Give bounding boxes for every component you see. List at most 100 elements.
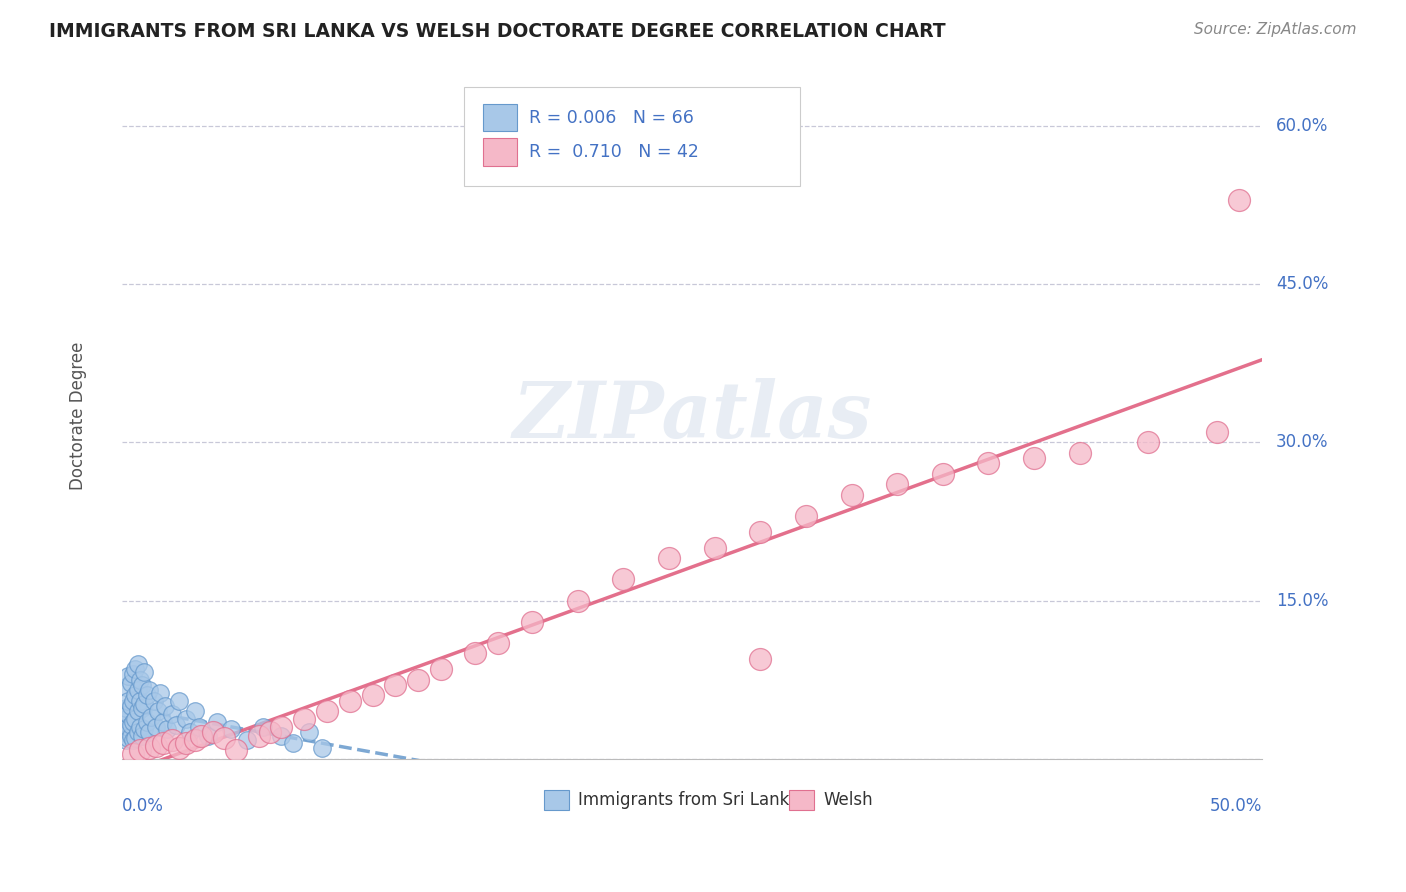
Point <box>201 725 224 739</box>
Text: 15.0%: 15.0% <box>1275 591 1329 609</box>
Point <box>152 736 174 750</box>
Point <box>124 662 146 676</box>
Point <box>122 714 145 729</box>
Point <box>316 704 339 718</box>
Text: R = 0.006   N = 66: R = 0.006 N = 66 <box>529 109 693 127</box>
Point <box>270 729 292 743</box>
Point <box>522 615 544 629</box>
Point <box>384 678 406 692</box>
Point <box>298 725 321 739</box>
Point <box>160 707 183 722</box>
Point <box>117 731 139 745</box>
Point <box>152 714 174 729</box>
Point <box>252 720 274 734</box>
Point <box>120 675 142 690</box>
Point <box>247 729 270 743</box>
Point <box>567 593 589 607</box>
Point <box>127 657 149 671</box>
Point <box>174 736 197 750</box>
Text: 30.0%: 30.0% <box>1275 434 1329 451</box>
Point <box>122 694 145 708</box>
Point <box>977 456 1000 470</box>
Point <box>131 729 153 743</box>
Point <box>160 732 183 747</box>
Point <box>183 704 205 718</box>
Point <box>142 694 165 708</box>
Point <box>145 720 167 734</box>
FancyBboxPatch shape <box>484 138 517 166</box>
Point <box>131 678 153 692</box>
FancyBboxPatch shape <box>789 789 814 810</box>
Point <box>167 741 190 756</box>
Text: Source: ZipAtlas.com: Source: ZipAtlas.com <box>1194 22 1357 37</box>
Point <box>259 725 281 739</box>
Point <box>658 551 681 566</box>
Point <box>122 667 145 681</box>
Point <box>236 732 259 747</box>
FancyBboxPatch shape <box>464 87 800 186</box>
Point <box>120 729 142 743</box>
Point <box>127 683 149 698</box>
Point <box>932 467 955 481</box>
Text: 50.0%: 50.0% <box>1209 797 1263 814</box>
Point <box>188 720 211 734</box>
Point <box>138 741 160 756</box>
Point <box>174 712 197 726</box>
Point <box>124 731 146 745</box>
Point <box>128 743 150 757</box>
Text: IMMIGRANTS FROM SRI LANKA VS WELSH DOCTORATE DEGREE CORRELATION CHART: IMMIGRANTS FROM SRI LANKA VS WELSH DOCTO… <box>49 22 946 41</box>
Point <box>124 689 146 703</box>
Point <box>115 723 138 737</box>
Point <box>430 662 453 676</box>
Point <box>134 697 156 711</box>
Point <box>115 732 138 747</box>
Point <box>612 573 634 587</box>
Point <box>134 723 156 737</box>
Point <box>183 732 205 747</box>
Point <box>167 694 190 708</box>
Point <box>124 712 146 726</box>
Text: 60.0%: 60.0% <box>1275 117 1329 135</box>
Point <box>703 541 725 555</box>
Point <box>1069 446 1091 460</box>
Point <box>117 669 139 683</box>
Point <box>197 729 219 743</box>
Point <box>339 694 361 708</box>
Point <box>406 673 429 687</box>
Point <box>1137 435 1160 450</box>
Text: R =  0.710   N = 42: R = 0.710 N = 42 <box>529 143 699 161</box>
Point <box>219 723 242 737</box>
Point <box>138 683 160 698</box>
Point <box>311 741 333 756</box>
Point <box>127 704 149 718</box>
Point <box>225 743 247 757</box>
Point <box>207 714 229 729</box>
Point <box>749 524 772 539</box>
Point <box>134 665 156 680</box>
Text: Immigrants from Sri Lanka: Immigrants from Sri Lanka <box>578 791 799 809</box>
Point <box>156 723 179 737</box>
Point <box>886 477 908 491</box>
Point <box>153 699 176 714</box>
Point <box>122 732 145 747</box>
Point <box>292 712 315 726</box>
Point <box>794 509 817 524</box>
Point <box>281 736 304 750</box>
Point <box>128 673 150 687</box>
Point <box>141 709 163 723</box>
Point <box>361 689 384 703</box>
Point <box>1227 193 1250 207</box>
Point <box>135 689 157 703</box>
Text: 45.0%: 45.0% <box>1275 275 1329 293</box>
Point <box>149 686 172 700</box>
Point <box>135 714 157 729</box>
Point <box>117 720 139 734</box>
Point <box>165 718 187 732</box>
Point <box>127 725 149 739</box>
Point <box>115 701 138 715</box>
FancyBboxPatch shape <box>484 103 517 131</box>
Point <box>214 731 236 745</box>
Text: Doctorate Degree: Doctorate Degree <box>69 342 87 490</box>
Point <box>1205 425 1227 439</box>
Point <box>112 714 135 729</box>
